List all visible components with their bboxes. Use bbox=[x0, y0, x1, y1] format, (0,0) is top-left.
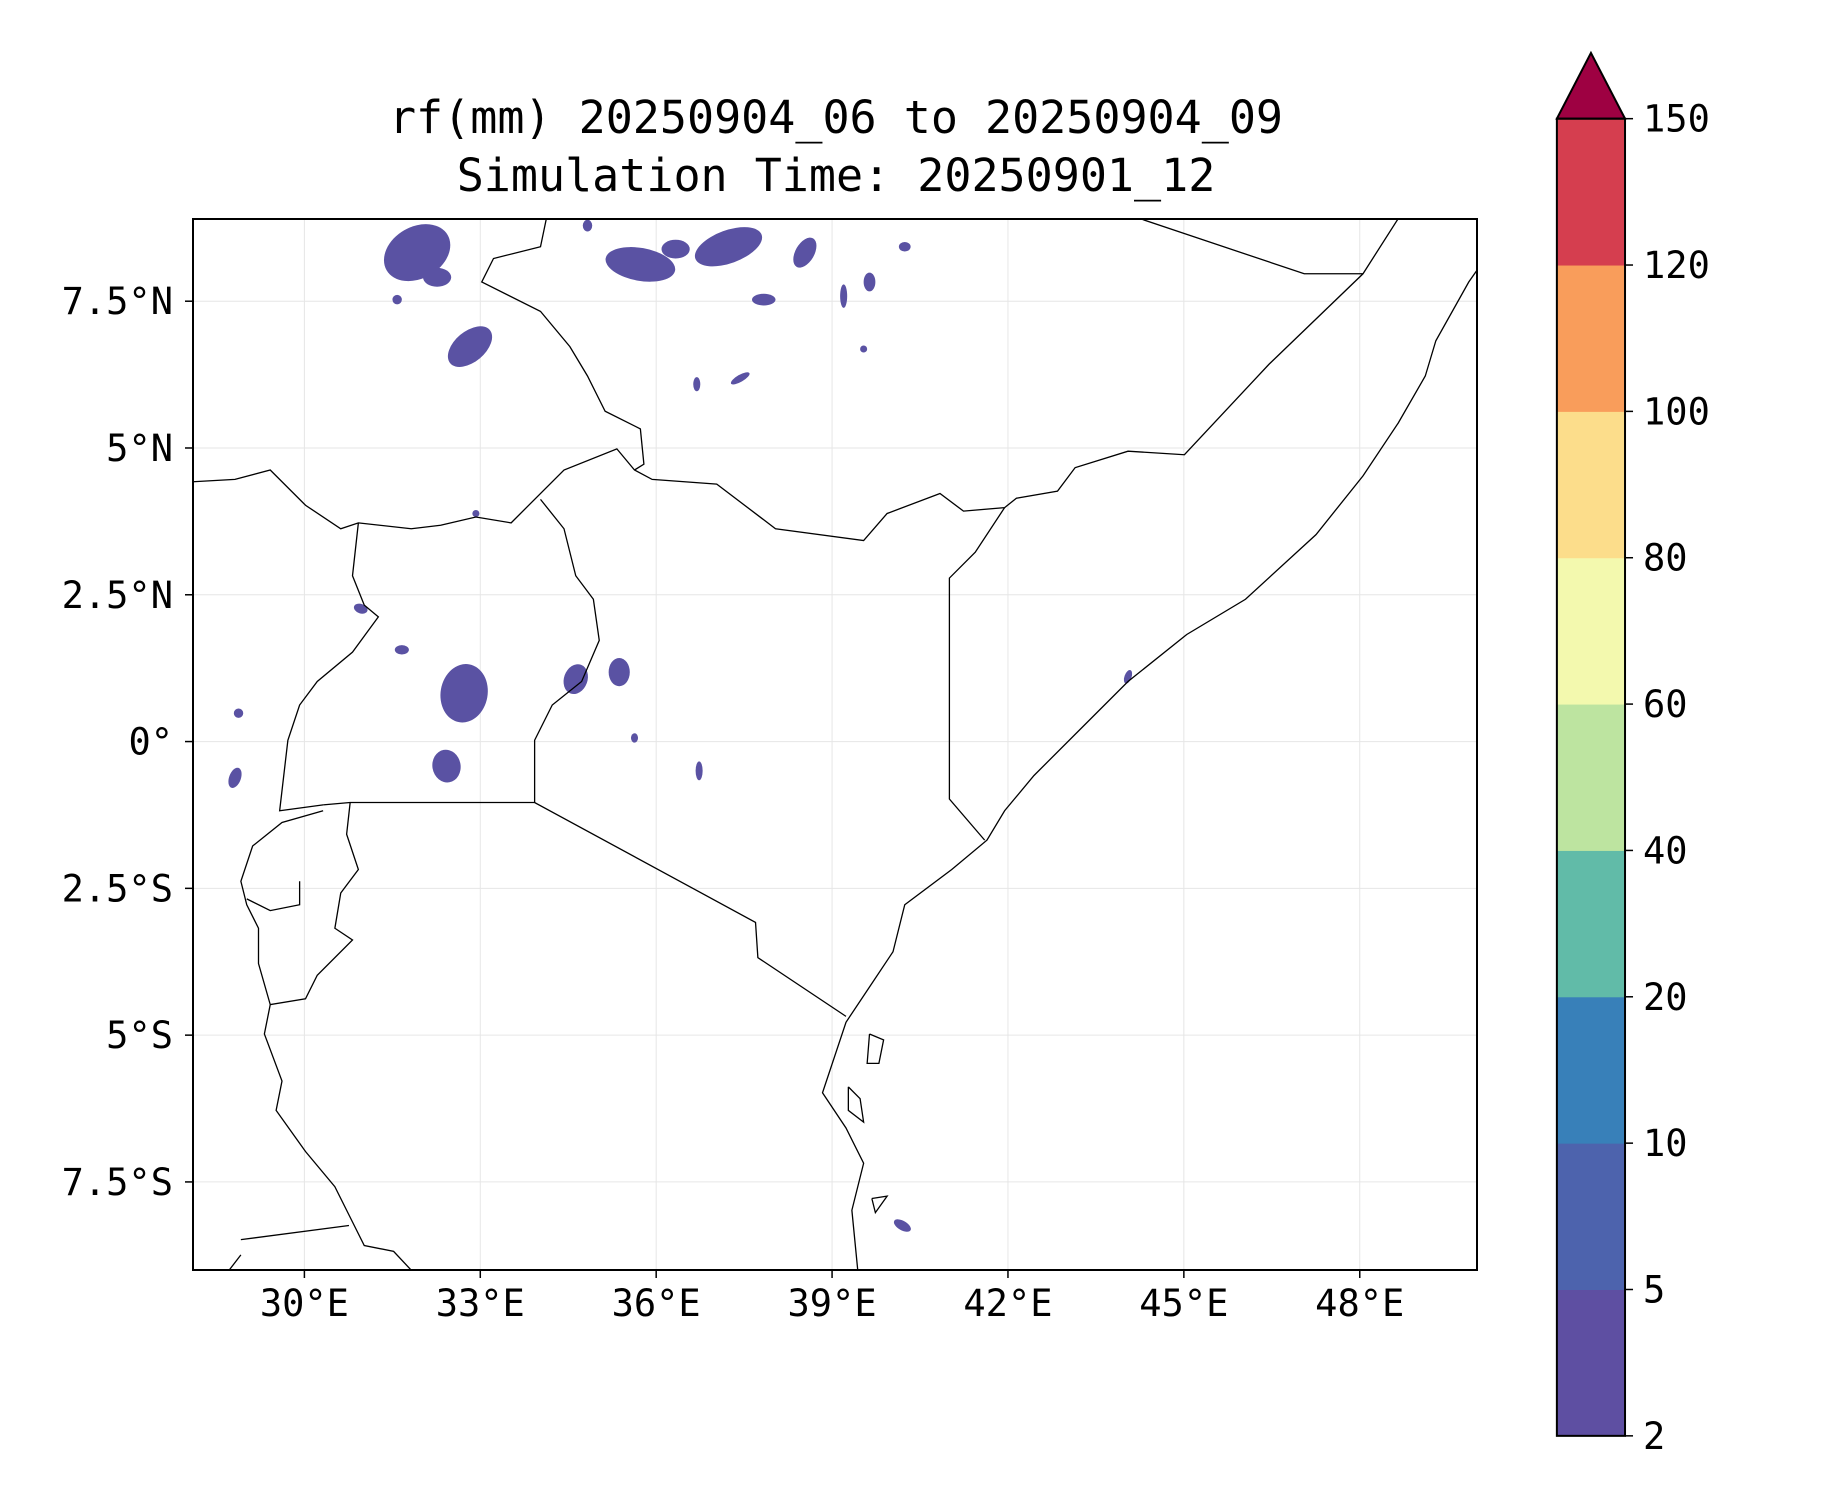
colorbar-segment bbox=[1556, 996, 1626, 1144]
rain-cell bbox=[893, 1219, 911, 1232]
boundary-line bbox=[480, 219, 645, 471]
rain-cell bbox=[472, 509, 480, 517]
rain-cell bbox=[898, 242, 911, 252]
colorbar-extend-triangle bbox=[1555, 50, 1627, 120]
x-axis-ticks: 30°E 33°E 36°E 39°E 42°E 45°E 48°E bbox=[260, 1270, 1404, 1325]
rain-cell bbox=[793, 237, 817, 268]
y-tick-label: 7.5°S bbox=[62, 1161, 173, 1204]
y-tick-label: 0° bbox=[128, 721, 173, 764]
colorbar-segment bbox=[1556, 1289, 1626, 1437]
x-tick-label: 30°E bbox=[260, 1282, 349, 1325]
colorbar-segment bbox=[1556, 265, 1626, 412]
x-tick-label: 33°E bbox=[436, 1282, 525, 1325]
boundary-line bbox=[866, 1033, 885, 1065]
boundary-line bbox=[240, 810, 324, 1005]
rain-cell bbox=[582, 219, 593, 232]
colorbar-tick-label: 120 bbox=[1643, 244, 1710, 287]
map-content bbox=[193, 219, 1477, 1270]
rain-cell bbox=[840, 284, 848, 308]
boundary-line bbox=[240, 1224, 350, 1241]
colorbar-tick-label: 150 bbox=[1643, 98, 1710, 141]
colorbar-frame bbox=[1555, 117, 1627, 1437]
colorbar-tick-label: 100 bbox=[1643, 390, 1710, 433]
y-tick-label: 5°S bbox=[106, 1014, 173, 1057]
colorbar-tick-label: 20 bbox=[1643, 976, 1688, 1019]
y-tick-label: 2.5°S bbox=[62, 867, 173, 910]
colorbar-segment bbox=[1556, 1143, 1626, 1290]
colorbar-tick-label: 80 bbox=[1643, 537, 1688, 580]
colorbar-tick-label: 10 bbox=[1643, 1122, 1688, 1165]
rain-cell bbox=[394, 645, 409, 655]
boundary-line bbox=[821, 269, 1477, 1270]
x-tick-label: 36°E bbox=[612, 1282, 701, 1325]
rain-cell bbox=[233, 708, 244, 718]
boundary-line bbox=[228, 1254, 242, 1270]
rain-cell bbox=[694, 227, 763, 267]
chart-subtitle: Simulation Time: 20250901_12 bbox=[457, 149, 1216, 202]
rain-cell bbox=[432, 749, 461, 783]
x-tick-label: 48°E bbox=[1315, 1282, 1404, 1325]
rain-cell bbox=[563, 664, 588, 695]
boundary-line bbox=[1139, 219, 1363, 275]
map-area bbox=[192, 218, 1478, 1271]
colorbar: 2 5 10 20 40 60 80 100 120 150 bbox=[1555, 50, 1710, 1458]
x-tick-label: 42°E bbox=[963, 1282, 1052, 1325]
rain-cell bbox=[228, 767, 242, 788]
rain-cell bbox=[392, 294, 402, 305]
rain-cell bbox=[423, 267, 452, 287]
boundary-line bbox=[948, 507, 1006, 841]
colorbar-tick-label: 40 bbox=[1643, 829, 1688, 872]
boundary-line bbox=[193, 219, 1399, 542]
rain-cell bbox=[440, 664, 488, 723]
colorbar-tick-label: 5 bbox=[1643, 1268, 1665, 1311]
rain-cell bbox=[608, 658, 630, 687]
colorbar-tick-label: 60 bbox=[1643, 683, 1688, 726]
colorbar-segment bbox=[1556, 411, 1626, 559]
rain-cell bbox=[730, 372, 750, 385]
rain-cell bbox=[447, 326, 493, 367]
rain-cell bbox=[661, 239, 690, 259]
boundary-line bbox=[246, 881, 301, 912]
rain-cell bbox=[693, 377, 701, 392]
rain-cell bbox=[630, 733, 639, 743]
boundary-line bbox=[323, 801, 847, 1017]
colorbar-tick-label: 2 bbox=[1643, 1415, 1665, 1458]
y-tick-label: 7.5°N bbox=[62, 280, 173, 323]
boundary-line bbox=[533, 498, 600, 803]
rain-cell bbox=[695, 761, 703, 781]
y-tick-label: 2.5°N bbox=[62, 574, 173, 617]
x-tick-label: 45°E bbox=[1139, 1282, 1228, 1325]
colorbar-segment bbox=[1556, 118, 1626, 266]
rain-cell bbox=[863, 272, 876, 292]
boundary-line bbox=[278, 522, 380, 812]
rain-cell bbox=[353, 603, 368, 614]
rain-cell bbox=[383, 224, 451, 282]
colorbar-segment bbox=[1556, 850, 1626, 998]
y-tick-label: 5°N bbox=[106, 427, 173, 470]
boundary-line bbox=[871, 1195, 889, 1215]
rain-cell bbox=[605, 247, 676, 282]
rain-cell bbox=[860, 345, 868, 353]
map-frame bbox=[192, 218, 1478, 1271]
x-tick-label: 39°E bbox=[788, 1282, 877, 1325]
y-axis-ticks: 7.5°N 5°N 2.5°N 0° 2.5°S 5°S 7.5°S bbox=[62, 280, 193, 1204]
colorbar-segment bbox=[1556, 704, 1626, 851]
boundary-line bbox=[263, 802, 412, 1270]
chart-title: rf(mm) 20250904_06 to 20250904_09 bbox=[389, 91, 1283, 144]
colorbar-segment bbox=[1556, 557, 1626, 705]
boundary-line bbox=[847, 1086, 865, 1124]
rain-cell bbox=[752, 293, 776, 306]
